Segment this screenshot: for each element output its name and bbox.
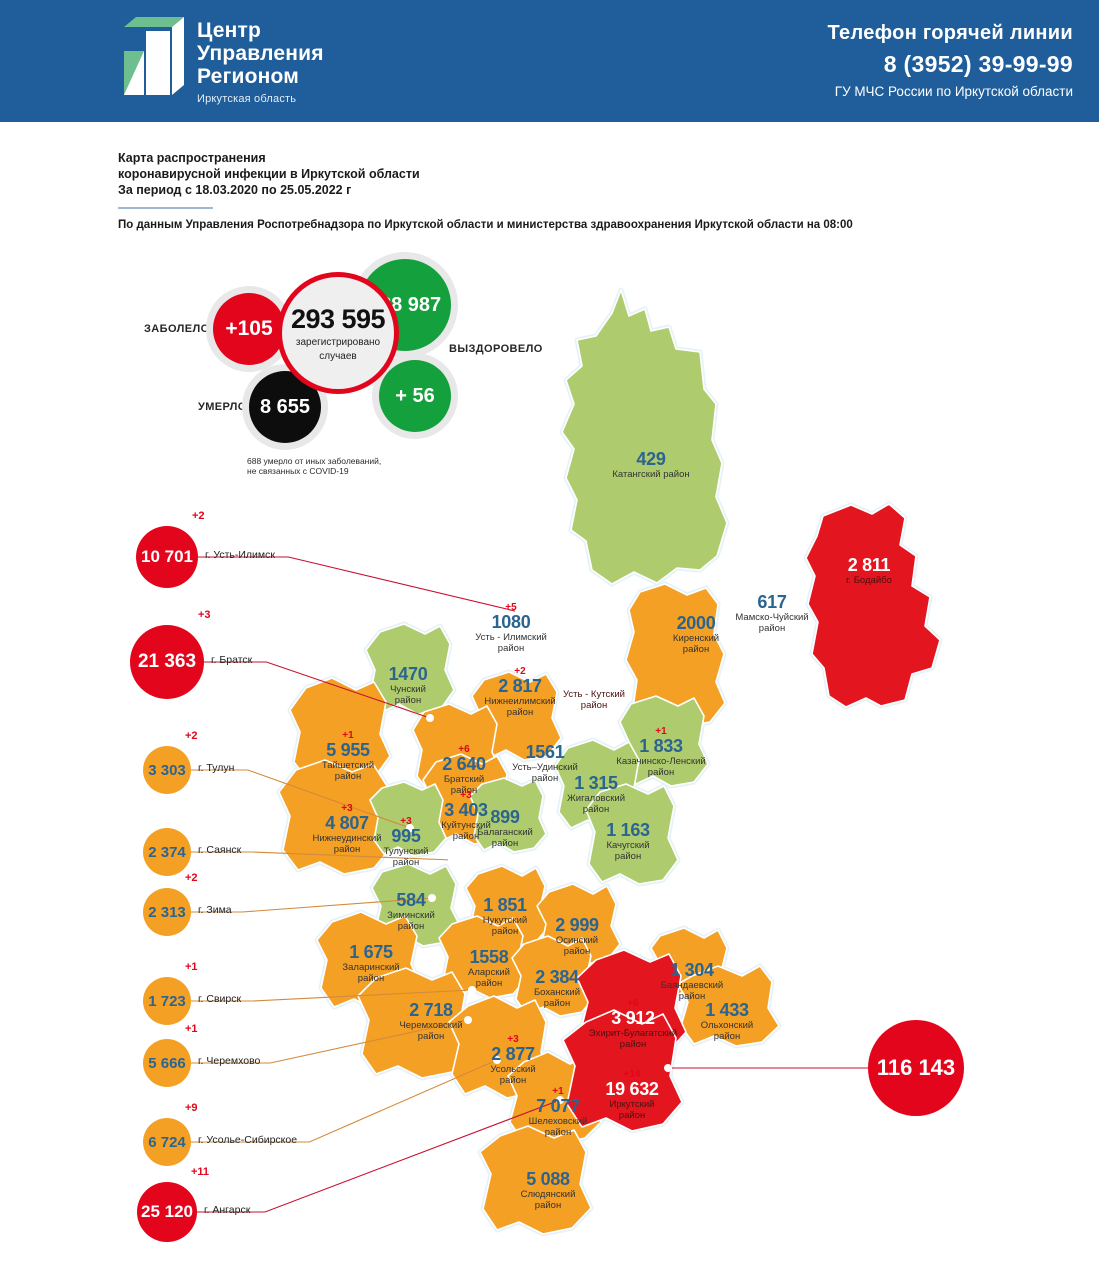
total-cases-value: 293 595 <box>290 303 386 334</box>
total-cases-caption-1: зарегистрировано <box>295 336 381 348</box>
city-value-bubble-usolye-sibirskoe[interactable]: 6 724 <box>143 1118 191 1166</box>
hotline-organization: ГУ МЧС России по Иркутской области <box>834 84 1073 99</box>
map-region-tulunsky[interactable] <box>369 781 447 857</box>
city-name-sayansk: г. Саянск <box>198 844 242 856</box>
connector-line-tulun <box>191 769 411 829</box>
summary-statistics: ЗАБОЛЕЛО ВЫЗДОРОВЕЛО УМЕРЛО 288 987 +105… <box>0 0 1099 520</box>
city-value-bubble-tulun[interactable]: 3 303 <box>143 746 191 794</box>
hotline-title: Телефон горячей линии <box>827 22 1073 44</box>
city-name-tulun: г. Тулун <box>198 762 235 774</box>
page-header: Центр Управления Регионом Иркутская обла… <box>0 0 1099 122</box>
city-value-bubble-angarsk[interactable]: 25 120 <box>137 1182 197 1242</box>
total-cases-caption-2: случаев <box>319 350 357 362</box>
title-divider <box>118 207 213 209</box>
title-line-1: Карта распространения <box>118 151 266 165</box>
city-value-bubble-svirsk[interactable]: 1 723 <box>143 977 191 1025</box>
label-died: УМЕРЛО <box>198 401 247 413</box>
logo-line-3: Регионом <box>197 65 300 88</box>
recovered-new-bubble: + 56 <box>379 360 451 432</box>
map-region-nizhneudinsky[interactable] <box>278 759 393 875</box>
connector-dot-usolye-sibirskoe <box>493 1056 501 1064</box>
city-name-cheremkhovo: г. Черемхово <box>198 1055 261 1067</box>
city-delta-svirsk: +1 <box>185 961 198 973</box>
connector-line-usolye-sibirskoe <box>191 1059 498 1143</box>
hotline-number: 8 (3952) 39-99-99 <box>883 51 1073 77</box>
connector-line-sayansk <box>191 851 453 861</box>
city-delta-tulun: +2 <box>185 730 198 742</box>
city-name-svirsk: г. Свирск <box>198 993 242 1005</box>
connector-dot-svirsk <box>468 986 476 994</box>
hotline-block: Телефон горячей линии 8 (3952) 39-99-99 … <box>828 22 1073 99</box>
map-region-slyudyansky[interactable] <box>479 1125 592 1235</box>
city-name-ust-ilimsk: г. Усть-Илимск <box>205 549 275 561</box>
connector-line-angarsk <box>197 1099 561 1213</box>
map-region-balagansky[interactable] <box>469 777 547 853</box>
connector-dot-ust-ilimsk <box>515 608 523 616</box>
connector-line-ust-ilimsk <box>198 556 520 613</box>
map-region-kirensky[interactable] <box>625 583 726 727</box>
connector-dot-tulun <box>406 824 414 832</box>
connector-dot-irkutsk <box>664 1064 672 1072</box>
label-recovered: ВЫЗДОРОВЕЛО <box>449 343 543 355</box>
city-name-angarsk: г. Ангарск <box>204 1204 251 1216</box>
connector-line-cheremkhovo <box>191 1019 469 1064</box>
connector-dot-cheremkhovo <box>464 1016 472 1024</box>
map-region-katangsky[interactable] <box>561 289 728 585</box>
city-name-bratsk: г. Братск <box>211 654 253 666</box>
new-cases-value: +105 <box>225 317 273 340</box>
connector-dot-zima <box>428 894 436 902</box>
map-region-shapes <box>276 287 943 1237</box>
connector-dot-sayansk <box>448 856 456 864</box>
map-region-olkhonsky[interactable] <box>677 965 780 1047</box>
logo-mark-icon <box>124 17 184 95</box>
label-sick: ЗАБОЛЕЛО <box>144 323 210 335</box>
map-region-bodaibo[interactable] <box>805 503 941 708</box>
city-delta-zima: +2 <box>185 872 198 884</box>
city-name-zima: г. Зима <box>198 904 232 916</box>
city-delta-angarsk: +11 <box>191 1166 210 1178</box>
logo-subtitle: Иркутская область <box>197 93 297 105</box>
city-delta-ust-ilimsk: +2 <box>192 510 205 522</box>
city-value-bubble-sayansk[interactable]: 2 374 <box>143 828 191 876</box>
city-delta-cheremkhovo: +1 <box>185 1023 198 1035</box>
city-delta-bratsk: +3 <box>198 609 211 621</box>
connector-dot-angarsk <box>556 1096 564 1104</box>
connector-line-svirsk <box>191 989 473 1002</box>
logo-text: Центр Управления Регионом Иркутская обла… <box>197 17 324 105</box>
died-other-causes-note: 688 умерло от иных заболеваний, не связа… <box>247 456 382 476</box>
data-source-note: По данным Управления Роспотребнадзора по… <box>118 219 853 231</box>
died-total-value: 8 655 <box>259 395 311 418</box>
recovered-new-value: + 56 <box>395 384 435 407</box>
map-region-kachugsky[interactable] <box>585 783 679 885</box>
connector-line-zima <box>191 897 433 913</box>
total-cases-bubble: 293 595 зарегистрировано случаев <box>277 272 399 394</box>
map-region-alarsky[interactable] <box>438 915 528 999</box>
new-cases-bubble: +105 <box>213 293 285 365</box>
city-value-bubble-zima[interactable]: 2 313 <box>143 888 191 936</box>
page-title: Карта распространения коронавирусной инф… <box>118 150 1018 231</box>
cur-logo: Центр Управления Регионом Иркутская обла… <box>122 17 324 105</box>
logo-line-2: Управления <box>197 42 324 65</box>
city-value-bubble-irkutsk[interactable]: 116 143 <box>868 1020 964 1116</box>
map-region-bokhansky[interactable] <box>511 935 596 1017</box>
connector-line-bratsk <box>204 661 431 719</box>
callout-connector-lines <box>191 556 868 1213</box>
city-value-bubble-bratsk[interactable]: 21 363 <box>130 625 204 699</box>
city-name-usolye-sibirskoe: г. Усолье-Сибирское <box>198 1134 298 1146</box>
title-line-2: коронавирусной инфекции в Иркутской обла… <box>118 167 420 181</box>
title-line-3: За период с 18.03.2020 по 25.05.2022 г <box>118 183 352 197</box>
connector-dot-bratsk <box>426 714 434 722</box>
logo-line-1: Центр <box>197 19 262 42</box>
city-value-bubble-ust-ilimsk[interactable]: 10 701 <box>136 526 198 588</box>
city-value-bubble-cheremkhovo[interactable]: 5 666 <box>143 1039 191 1087</box>
city-delta-usolye-sibirskoe: +9 <box>185 1102 198 1114</box>
map-region-irkutsky[interactable] <box>562 1009 683 1132</box>
